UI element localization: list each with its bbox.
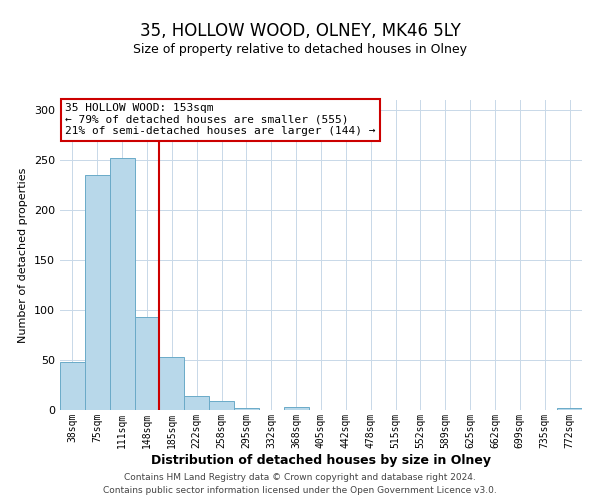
Text: 35, HOLLOW WOOD, OLNEY, MK46 5LY: 35, HOLLOW WOOD, OLNEY, MK46 5LY [140,22,460,40]
Bar [134,317,160,410]
Bar [557,408,582,410]
Bar [209,401,234,410]
Y-axis label: Number of detached properties: Number of detached properties [19,168,28,342]
Bar [60,362,85,410]
Bar [184,396,209,410]
Bar [110,158,134,410]
Text: 35 HOLLOW WOOD: 153sqm
← 79% of detached houses are smaller (555)
21% of semi-de: 35 HOLLOW WOOD: 153sqm ← 79% of detached… [65,103,376,136]
Text: Contains HM Land Registry data © Crown copyright and database right 2024.: Contains HM Land Registry data © Crown c… [124,472,476,482]
Text: Size of property relative to detached houses in Olney: Size of property relative to detached ho… [133,42,467,56]
X-axis label: Distribution of detached houses by size in Olney: Distribution of detached houses by size … [151,454,491,466]
Bar [284,407,308,410]
Bar [234,408,259,410]
Bar [160,357,184,410]
Text: Contains public sector information licensed under the Open Government Licence v3: Contains public sector information licen… [103,486,497,495]
Bar [85,175,110,410]
